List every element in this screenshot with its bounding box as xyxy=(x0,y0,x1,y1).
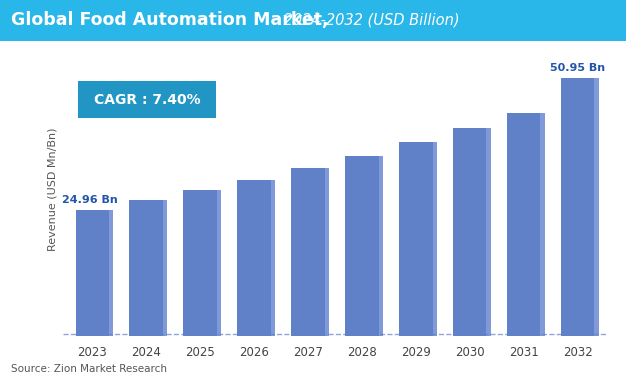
Bar xyxy=(453,128,486,336)
Text: 2024-2032 (USD Billion): 2024-2032 (USD Billion) xyxy=(279,13,459,27)
Y-axis label: Revenue (USD Mn/Bn): Revenue (USD Mn/Bn) xyxy=(47,127,57,251)
Bar xyxy=(561,78,594,336)
Text: Source: Zion Market Research: Source: Zion Market Research xyxy=(11,364,167,374)
Bar xyxy=(242,179,275,336)
Bar xyxy=(403,142,437,336)
Bar xyxy=(80,210,113,336)
Bar xyxy=(183,190,217,336)
Bar xyxy=(345,156,379,336)
Bar xyxy=(507,113,540,336)
Bar xyxy=(349,156,383,336)
Text: CAGR : 7.40%: CAGR : 7.40% xyxy=(94,93,200,107)
Bar xyxy=(399,142,433,336)
Bar xyxy=(565,78,598,336)
Bar xyxy=(237,179,270,336)
Bar xyxy=(291,168,325,336)
Bar xyxy=(130,200,163,336)
Bar xyxy=(511,113,545,336)
Bar xyxy=(76,210,109,336)
Text: 24.96 Bn: 24.96 Bn xyxy=(62,195,118,205)
Text: 50.95 Bn: 50.95 Bn xyxy=(550,63,605,73)
Text: Global Food Automation Market,: Global Food Automation Market, xyxy=(11,11,329,29)
Bar xyxy=(458,128,491,336)
Bar xyxy=(188,190,221,336)
Bar xyxy=(295,168,329,336)
Bar xyxy=(134,200,167,336)
